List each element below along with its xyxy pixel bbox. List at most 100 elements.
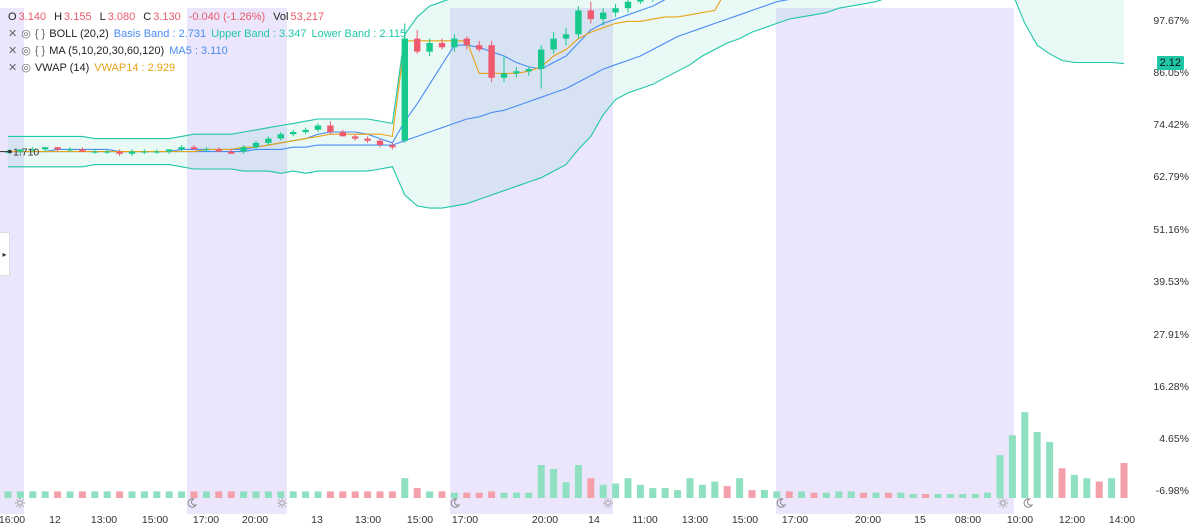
- volume-bar: [847, 491, 855, 498]
- candle[interactable]: [166, 149, 173, 154]
- candle[interactable]: [364, 136, 371, 143]
- candle[interactable]: [612, 3, 619, 17]
- volume-bar: [686, 478, 694, 498]
- candle-body: [451, 38, 458, 48]
- close-icon[interactable]: ✕: [8, 28, 18, 40]
- candle[interactable]: [463, 36, 470, 50]
- candle[interactable]: [42, 147, 49, 152]
- candle[interactable]: [104, 149, 111, 154]
- candle[interactable]: [91, 149, 98, 154]
- candle[interactable]: [190, 145, 198, 150]
- candle-body: [91, 151, 98, 153]
- volume-bar: [128, 491, 136, 498]
- candle-body: [352, 136, 359, 139]
- candle[interactable]: [116, 149, 123, 156]
- indicator-row[interactable]: ✕ ◎{ } MA (5,10,20,30,60,120) MA5 : 3.110: [8, 43, 411, 60]
- code-icon[interactable]: { }: [34, 45, 46, 57]
- volume-bar: [612, 483, 620, 498]
- candle[interactable]: [637, 0, 644, 4]
- volume-bar: [202, 491, 210, 498]
- sun-ray: [610, 499, 612, 501]
- candle[interactable]: [339, 129, 346, 137]
- candle[interactable]: [513, 66, 520, 78]
- candle[interactable]: [153, 149, 160, 154]
- volume-bar: [1008, 435, 1016, 498]
- candle[interactable]: [228, 149, 235, 154]
- visibility-icon[interactable]: ◎: [21, 45, 31, 57]
- candle-body: [575, 10, 582, 35]
- candle[interactable]: [178, 145, 185, 152]
- candle-body: [587, 10, 594, 20]
- candle[interactable]: [240, 145, 247, 154]
- candle[interactable]: [562, 27, 570, 46]
- volume-bar: [971, 494, 979, 498]
- volume-bar: [351, 491, 359, 498]
- candle[interactable]: [550, 32, 557, 54]
- close-icon[interactable]: ✕: [8, 45, 18, 57]
- candle[interactable]: [488, 40, 495, 83]
- candle[interactable]: [54, 147, 61, 152]
- x-axis-label: 17:00: [782, 514, 808, 526]
- candle[interactable]: [141, 149, 148, 154]
- candle[interactable]: [128, 149, 136, 156]
- candle[interactable]: [314, 123, 322, 132]
- candle[interactable]: [426, 38, 433, 56]
- candle[interactable]: [451, 34, 458, 52]
- indicator-row[interactable]: ✕ ◎ VWAP (14) VWAP14 : 2.929: [8, 60, 411, 77]
- candle[interactable]: [215, 147, 222, 152]
- volume-bar: [996, 455, 1004, 498]
- candle-body: [166, 149, 173, 152]
- volume-bar: [78, 491, 86, 498]
- candle[interactable]: [376, 138, 384, 148]
- volume-bar: [835, 491, 843, 498]
- candle-body: [339, 132, 346, 137]
- candle[interactable]: [500, 56, 508, 83]
- candle[interactable]: [79, 147, 86, 152]
- candle[interactable]: [538, 45, 545, 89]
- candle[interactable]: [525, 66, 532, 76]
- candle[interactable]: [302, 127, 309, 135]
- candle[interactable]: [401, 23, 408, 143]
- candle[interactable]: [327, 121, 334, 135]
- candle[interactable]: [476, 40, 483, 52]
- visibility-icon[interactable]: ◎: [21, 28, 31, 40]
- indicator-row[interactable]: ✕ ◎{ } BOLL (20,2) Basis Band : 2.731 Upper …: [8, 26, 411, 43]
- candle-body: [600, 12, 607, 20]
- x-axis-label: 20:00: [532, 514, 558, 526]
- candle[interactable]: [252, 140, 260, 150]
- candle[interactable]: [624, 0, 632, 13]
- candle[interactable]: [17, 149, 24, 154]
- volume-bar: [562, 482, 570, 498]
- candle-body: [277, 134, 284, 139]
- x-axis-label: 12:00: [1059, 514, 1085, 526]
- candle[interactable]: [29, 147, 36, 152]
- candle[interactable]: [587, 1, 594, 24]
- code-icon[interactable]: { }: [34, 28, 46, 40]
- candle[interactable]: [290, 129, 297, 137]
- candle[interactable]: [438, 38, 446, 50]
- candle[interactable]: [203, 147, 210, 152]
- ohlc-value: 3.155: [64, 11, 92, 23]
- moon-icon: [1023, 498, 1034, 508]
- volume-bar: [785, 491, 793, 498]
- volume-bar: [525, 492, 533, 498]
- candle[interactable]: [389, 142, 396, 150]
- candle[interactable]: [66, 147, 74, 152]
- candle[interactable]: [352, 134, 359, 141]
- collapse-panel-toggle[interactable]: ▸: [0, 232, 10, 276]
- indicator-value: Lower Band : 2.115: [311, 28, 407, 40]
- candle[interactable]: [600, 8, 607, 26]
- candle-body: [488, 45, 495, 78]
- visibility-icon[interactable]: ◎: [21, 62, 31, 74]
- close-icon[interactable]: ✕: [8, 62, 18, 74]
- candle[interactable]: [575, 6, 582, 39]
- y-axis-label: -6.98%: [1156, 485, 1189, 497]
- y-axis-label: 39.53%: [1153, 276, 1189, 288]
- candle[interactable]: [265, 136, 272, 146]
- volume-bar: [289, 491, 297, 498]
- candle[interactable]: [277, 132, 284, 141]
- candle[interactable]: [414, 30, 421, 54]
- volume-bar: [215, 491, 223, 498]
